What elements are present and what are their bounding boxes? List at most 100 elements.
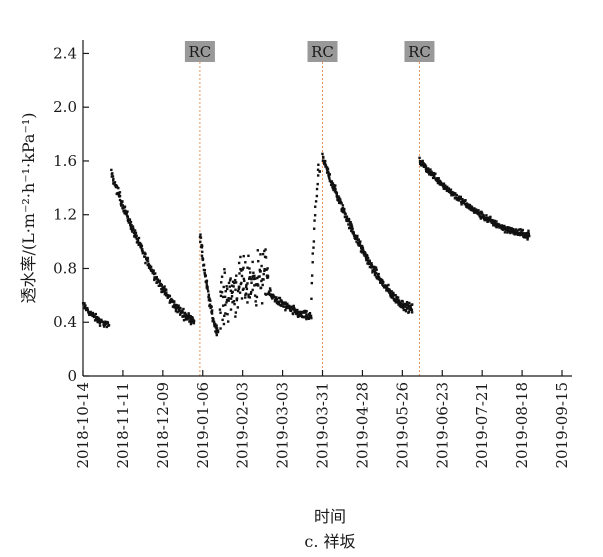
data-point [266, 274, 270, 278]
rc-label-box [184, 41, 215, 62]
data-point [165, 291, 168, 294]
data-point [330, 180, 334, 183]
data-point [102, 323, 105, 327]
data-point [127, 221, 131, 224]
data-point [520, 230, 523, 233]
data-point [512, 228, 515, 231]
data-point [252, 271, 255, 274]
y-tick-label: 0.4 [53, 313, 77, 331]
data-point [344, 212, 347, 216]
data-point [162, 286, 166, 290]
data-point [470, 207, 474, 211]
data-point [391, 296, 394, 299]
data-point [419, 160, 423, 164]
data-point [495, 220, 498, 223]
data-point [360, 244, 364, 248]
data-point [177, 309, 181, 313]
data-point [178, 308, 181, 311]
data-point [146, 260, 150, 263]
data-point [227, 281, 231, 285]
data-point [521, 228, 524, 232]
data-point [161, 288, 165, 291]
data-point [282, 305, 286, 308]
data-point [321, 159, 325, 163]
x-tick-label: 2019-01-06 [194, 382, 212, 468]
data-point [328, 177, 331, 180]
data-point [210, 309, 214, 312]
data-point [305, 313, 308, 316]
data-point [401, 303, 405, 306]
data-point [228, 285, 231, 288]
data-point [212, 319, 215, 322]
data-point [240, 274, 244, 278]
data-point [428, 173, 431, 176]
data-point [86, 308, 90, 312]
data-point [304, 309, 307, 313]
data-point [183, 311, 187, 315]
y-tick-label: 2.0 [53, 98, 77, 116]
data-point [204, 274, 208, 277]
data-point [285, 306, 288, 310]
data-point [421, 159, 424, 163]
data-point [404, 310, 408, 313]
x-tick-label: 2019-07-21 [473, 382, 491, 468]
data-point [513, 229, 516, 232]
data-point [172, 301, 176, 304]
data-point [134, 231, 138, 235]
data-point [255, 295, 259, 299]
data-point [442, 182, 446, 185]
axes-layer [82, 40, 572, 377]
data-point [201, 258, 204, 262]
data-point [371, 271, 374, 274]
data-point [358, 243, 362, 246]
data-point [117, 186, 120, 190]
data-point [191, 320, 194, 323]
data-point [326, 167, 330, 171]
data-point [168, 301, 171, 304]
data-point [490, 218, 493, 222]
data-point [321, 152, 324, 156]
data-point [491, 219, 495, 222]
data-point [288, 307, 292, 311]
data-point [147, 266, 151, 269]
rc-labels-layer: RC RC RC [184, 41, 435, 62]
y-axis-title: 透水率/(L·m⁻²·h⁻¹·kPa⁻¹) [19, 112, 38, 303]
data-point [118, 191, 122, 194]
data-point [253, 294, 257, 297]
data-point [248, 267, 251, 270]
data-point [208, 297, 211, 301]
data-point [526, 235, 529, 238]
data-point [349, 220, 352, 224]
data-point [277, 300, 280, 303]
data-point [303, 315, 307, 319]
data-point [335, 191, 339, 195]
data-point [388, 288, 391, 291]
data-point [112, 179, 115, 182]
data-point [374, 266, 378, 269]
data-point [255, 304, 258, 307]
data-point [224, 303, 227, 307]
data-point [370, 262, 373, 265]
data-point [253, 284, 256, 287]
data-point [91, 314, 94, 318]
data-point [225, 301, 228, 304]
data-point [248, 277, 251, 280]
data-point [481, 212, 484, 215]
data-point [207, 296, 211, 299]
data-point [410, 303, 414, 306]
data-point [248, 276, 251, 279]
data-point [184, 316, 188, 319]
data-point [395, 295, 398, 299]
data-point [348, 226, 352, 230]
rc-label-box [404, 41, 435, 62]
data-point [223, 314, 226, 318]
data-point [473, 207, 476, 210]
data-point [523, 235, 526, 239]
data-point [245, 283, 248, 287]
data-point [517, 233, 520, 236]
data-point [100, 318, 103, 322]
data-point [328, 173, 332, 176]
data-point [220, 291, 224, 294]
data-point [315, 194, 319, 198]
data-point [331, 182, 335, 185]
